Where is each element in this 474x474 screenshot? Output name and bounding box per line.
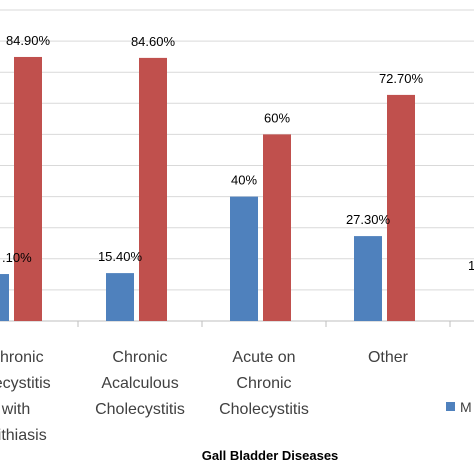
category-label-3: Acute on Chronic Cholecystitis [219,349,309,418]
category-labels: Chronicolecystitiswithelithiasis ChronicA… [0,349,409,444]
data-label-series2-cat4: 72.70% [379,71,424,86]
bar-series1-cat4 [354,236,382,321]
data-labels: .10% 15.40% 40% 27.30% 84.90% 84.60% 60% 72.70% [2,33,423,265]
bar-series2-cat3 [263,134,291,321]
data-label-series1-cat2: 15.40% [98,249,143,264]
bar-series2-cat4 [387,94,415,321]
data-label-series2-cat3: 60% [264,110,290,125]
category-label-4: Other [368,349,409,366]
bar-series1-cat3 [230,196,258,321]
legend: M [446,399,472,415]
category-label-2: Chronic Acalculous Cholecystitis [95,349,185,418]
data-label-series2-cat2: 84.60% [131,34,176,49]
bar-series2-cat1 [14,56,42,321]
bar-series2-cat2 [139,57,167,321]
bars [0,56,415,321]
clipped-data-label: 1 [468,258,474,273]
data-label-series2-cat1: 84.90% [6,33,51,48]
x-axis-title: Gall Bladder Diseases [202,448,339,463]
data-label-series1-cat3: 40% [231,173,257,188]
category-label-1: Chronicolecystitiswithelithiasis [0,349,51,444]
bar-series1-cat1 [0,274,9,321]
data-label-series1-cat4: 27.30% [346,212,391,227]
data-label-series1-cat1: .10% [2,250,32,265]
bar-series1-cat2 [106,273,134,321]
legend-label: M [460,399,472,415]
legend-swatch [446,402,455,411]
